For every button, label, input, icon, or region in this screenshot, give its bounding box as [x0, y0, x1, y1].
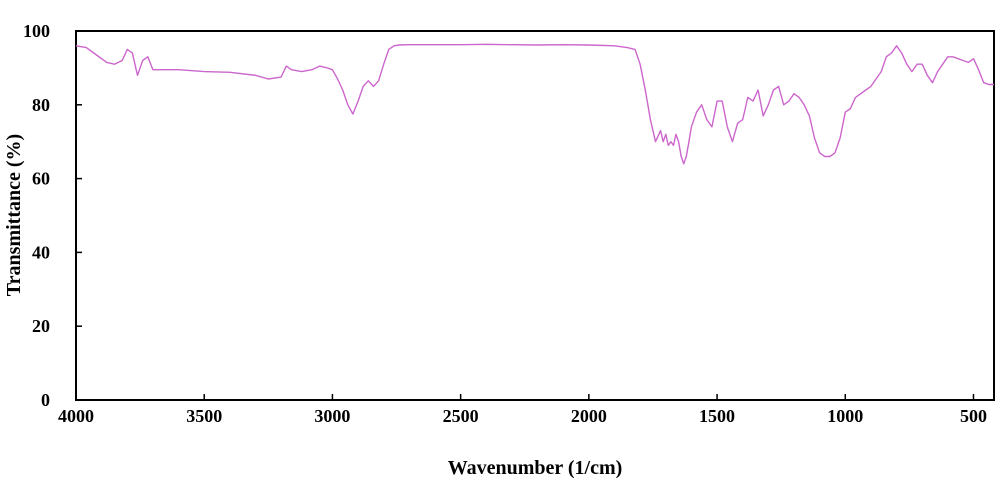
- y-axis-title: Transmittance (%): [3, 134, 25, 296]
- y-tick-label-20: 20: [32, 316, 50, 336]
- spectrum-line: [75, 43, 994, 165]
- x-axis-title: Wavenumber (1/cm): [448, 457, 623, 479]
- axis-tick-labels: 4000 3500 3000 2500 2000 1500 1000 500 0 20 40 60 80…: [23, 21, 987, 426]
- y-tick-label-80: 80: [32, 95, 50, 115]
- x-tick-label-3000: 3000: [314, 406, 350, 426]
- y-tick-label-60: 60: [32, 169, 50, 189]
- x-tick-label-1500: 1500: [699, 406, 735, 426]
- x-tick-label-2500: 2500: [443, 406, 479, 426]
- x-tick-label-4000: 4000: [58, 406, 94, 426]
- x-tick-label-2000: 2000: [571, 406, 607, 426]
- x-tick-label-1000: 1000: [827, 406, 863, 426]
- y-tick-label-0: 0: [41, 390, 50, 410]
- x-tick-label-500: 500: [960, 406, 987, 426]
- axis-ticks: [75, 30, 975, 401]
- y-tick-label-100: 100: [23, 21, 50, 41]
- y-tick-label-40: 40: [32, 242, 50, 262]
- plot-frame: [75, 30, 995, 401]
- x-tick-label-3500: 3500: [186, 406, 222, 426]
